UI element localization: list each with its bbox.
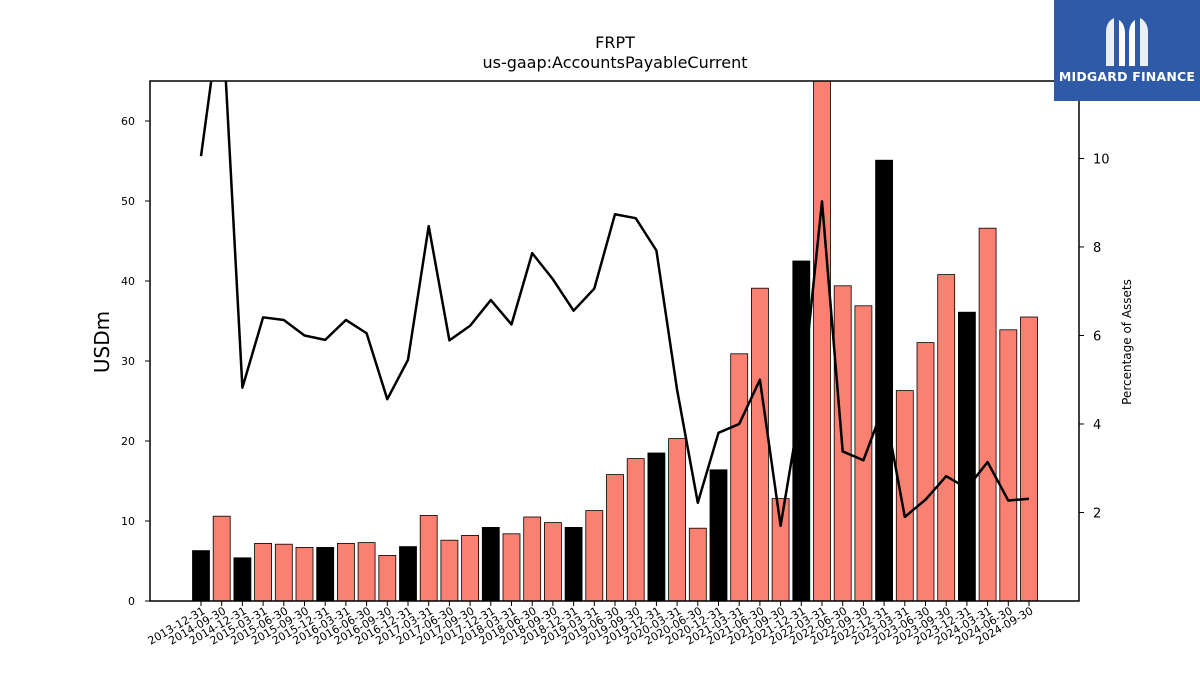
bar-2015-09-30 bbox=[295, 547, 314, 601]
bar-2017-03-31 bbox=[419, 515, 438, 601]
y2-tick-label: 8 bbox=[1093, 241, 1101, 256]
bar-2019-09-30 bbox=[626, 458, 645, 601]
bar-2024-06-30 bbox=[999, 329, 1018, 601]
bar-2020-12-31 bbox=[709, 469, 728, 601]
bar-2020-03-31 bbox=[668, 438, 686, 601]
y-tick-label: 10 bbox=[121, 515, 135, 528]
bar-2014-09-30 bbox=[212, 515, 231, 601]
y-tick-label: 60 bbox=[121, 115, 135, 128]
brand-logo: MIDGARD FINANCE bbox=[1054, 0, 1200, 101]
bar-2016-12-31 bbox=[399, 546, 417, 601]
x-axis: 2013-12-312014-09-302014-12-312015-03-31… bbox=[146, 601, 1036, 648]
y-tick-label: 50 bbox=[121, 195, 135, 208]
bar-2023-03-31 bbox=[895, 390, 914, 601]
y2-axis-label: Percentage of Assets bbox=[1120, 279, 1134, 405]
bar-2019-03-31 bbox=[585, 510, 604, 601]
bar-2018-12-31 bbox=[564, 527, 583, 601]
y2-tick-label: 2 bbox=[1093, 506, 1101, 521]
y-tick-label: 0 bbox=[128, 595, 135, 608]
bar-2015-12-31 bbox=[316, 547, 335, 601]
bar-2024-03-31 bbox=[978, 227, 997, 601]
bar-2015-06-30 bbox=[274, 543, 293, 601]
bar-2019-06-30 bbox=[606, 474, 624, 601]
percentage-line-series bbox=[199, 81, 1030, 528]
bar-2015-03-31 bbox=[254, 543, 273, 601]
bar-2014-12-31 bbox=[233, 557, 252, 601]
bar-2022-03-31 bbox=[813, 81, 831, 601]
y-tick-label: 20 bbox=[121, 435, 135, 448]
bar-2021-03-31 bbox=[730, 353, 749, 601]
chart-subtitle: us-gaap:AccountsPayableCurrent bbox=[482, 53, 747, 72]
y-axis-right: 2 4 6 8 10 bbox=[1079, 152, 1110, 521]
bar-2018-06-30 bbox=[523, 516, 542, 601]
bar-2018-09-30 bbox=[544, 522, 562, 601]
bar-2023-12-31 bbox=[958, 311, 976, 601]
bar-2017-09-30 bbox=[461, 535, 480, 601]
bar-2017-06-30 bbox=[440, 539, 459, 601]
percentage-line bbox=[199, 81, 1030, 528]
bar-2022-12-31 bbox=[875, 159, 893, 601]
y2-tick-label: 10 bbox=[1093, 152, 1110, 167]
y-axis-left: 0 10 20 30 40 50 60 bbox=[121, 115, 150, 608]
bar-2020-06-30 bbox=[688, 527, 707, 601]
bar-2021-06-30 bbox=[751, 287, 769, 601]
brand-name: MIDGARD FINANCE bbox=[1058, 69, 1196, 84]
bar-2013-12-31 bbox=[192, 550, 210, 601]
bar-2016-09-30 bbox=[378, 555, 397, 601]
y-tick-label: 30 bbox=[121, 355, 135, 368]
bar-2021-12-31 bbox=[792, 260, 811, 601]
y2-tick-label: 4 bbox=[1093, 418, 1101, 433]
bar-2023-06-30 bbox=[916, 342, 935, 601]
bar-series bbox=[192, 81, 1038, 601]
bar-2018-03-31 bbox=[502, 533, 521, 601]
y2-tick-label: 6 bbox=[1093, 329, 1101, 344]
chart-title: FRPT bbox=[595, 33, 635, 52]
bar-2023-09-30 bbox=[937, 274, 956, 601]
bar-2016-06-30 bbox=[357, 542, 376, 601]
midgard-m-logo-icon bbox=[1106, 18, 1148, 66]
bar-2021-09-30 bbox=[771, 498, 790, 601]
y-tick-label: 40 bbox=[121, 275, 135, 288]
bar-2016-03-31 bbox=[336, 543, 355, 601]
bar-2019-12-31 bbox=[647, 452, 666, 601]
bar-2024-09-30 bbox=[1020, 316, 1038, 601]
y-axis-label: USDm bbox=[90, 311, 114, 373]
bar-2022-09-30 bbox=[854, 305, 873, 601]
bar-2017-12-31 bbox=[481, 527, 500, 601]
